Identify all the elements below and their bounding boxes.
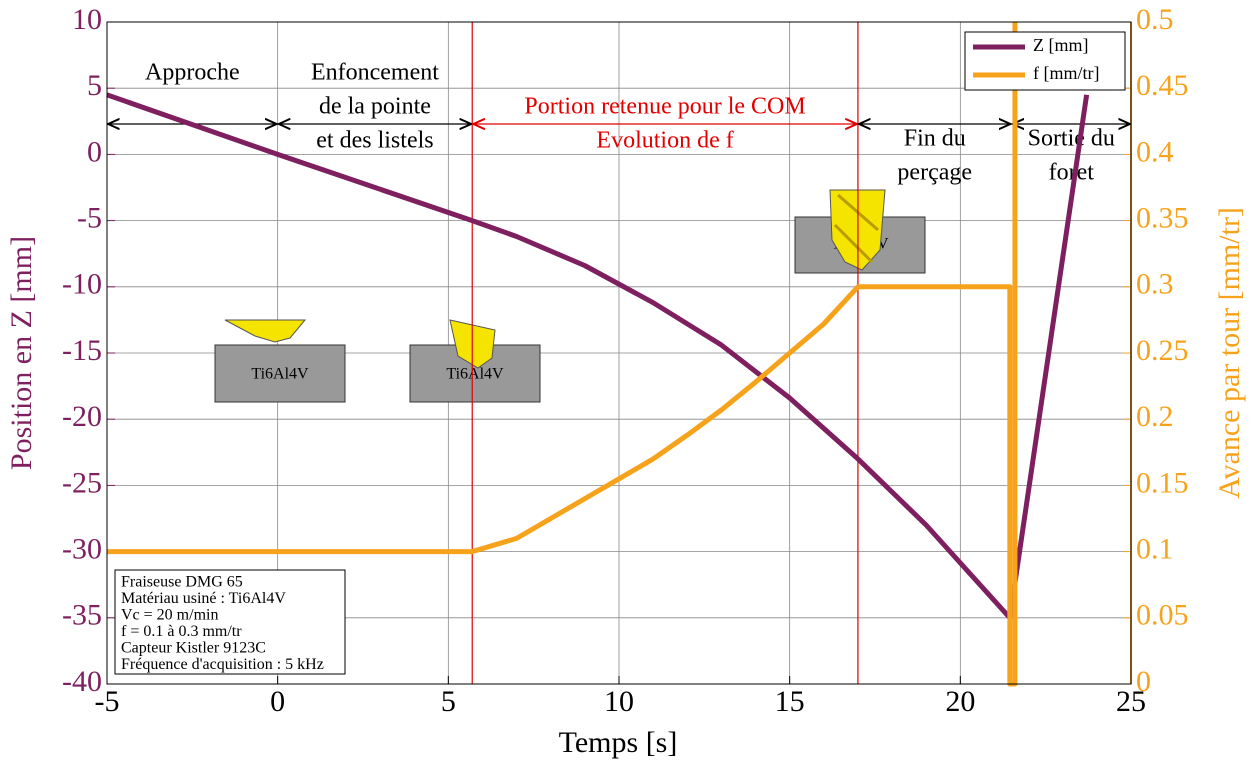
y2-tick-label: 0.2	[1136, 400, 1174, 433]
y-tick-label: -35	[62, 599, 102, 632]
workpieces: Ti6Al4V Ti6Al4V Ti6Al4V	[214, 189, 926, 403]
phase-label: Portion retenue pour le COM	[524, 94, 805, 120]
x-tick-label: 15	[775, 685, 805, 718]
y2-tick-label: 0.45	[1136, 69, 1189, 102]
y2-tick-label: 0.35	[1136, 201, 1189, 234]
x-axis-label: Temps [s]	[559, 726, 678, 759]
y2-tick-label: 0.05	[1136, 599, 1189, 632]
y-tick-label: -25	[62, 466, 102, 499]
y-tick-label: -15	[62, 334, 102, 367]
info-line: Vc = 20 m/min	[121, 607, 218, 624]
y2-axis-label: Avance par tour [mm/tr]	[1213, 207, 1246, 499]
y-tick-label: -30	[62, 532, 102, 565]
x-tick-label: -5	[95, 685, 120, 718]
phase-label: et des listels	[316, 128, 433, 154]
y-tick-label: 5	[87, 69, 102, 102]
y-tick-label: -5	[77, 201, 102, 234]
y-tick-label: -40	[62, 665, 102, 698]
legend-label: f [mm/tr]	[1033, 63, 1099, 83]
phase-label: perçage	[897, 160, 972, 186]
y2-tick-label: 0.15	[1136, 466, 1189, 499]
workpiece-label: Ti6Al4V	[446, 366, 504, 383]
y2-tick-label: 0.5	[1136, 3, 1174, 36]
y2-tick-label: 0.4	[1136, 135, 1174, 168]
legend-box	[964, 31, 1126, 91]
phase-label: Enfoncement	[311, 60, 439, 86]
phase-label: Approche	[145, 60, 240, 86]
phase-label: Sortie du	[1028, 126, 1115, 152]
x-tick-label: 20	[945, 685, 975, 718]
info-line: Fréquence d'acquisition : 5 kHz	[121, 656, 324, 673]
y2-tick-label: 0.1	[1136, 532, 1174, 565]
phase-label: de la pointe	[319, 94, 431, 120]
x-tick-label: 0	[270, 685, 285, 718]
y-tick-label: -20	[62, 400, 102, 433]
y-tick-label: -10	[62, 268, 102, 301]
info-line: Capteur Kistler 9123C	[121, 640, 266, 657]
info-box-frame	[114, 569, 346, 675]
x-tick-label: 5	[441, 685, 456, 718]
y2-tick-label: 0.25	[1136, 334, 1189, 367]
legend-label: Z [mm]	[1033, 35, 1089, 55]
info-line: f = 0.1 à 0.3 mm/tr	[121, 623, 242, 640]
workpiece-label: Ti6Al4V	[251, 366, 309, 383]
series-line	[107, 22, 1018, 687]
y-tick-label: 0	[87, 135, 102, 168]
series-line	[106, 92, 1090, 621]
info-line: Fraiseuse DMG 65	[121, 574, 243, 591]
phase-label: Evolution de f	[596, 128, 733, 154]
info-line: Matériau usiné : Ti6Al4V	[121, 590, 286, 607]
y2-tick-label: 0.3	[1136, 268, 1174, 301]
phase-label: Fin du	[904, 126, 966, 152]
y2-tick-label: 0	[1136, 665, 1151, 698]
y-tick-label: 10	[72, 3, 102, 36]
plot-frame	[106, 21, 1132, 685]
legend: Z [mm] f [mm/tr]	[964, 31, 1126, 91]
x-tick-label: 25	[1116, 685, 1146, 718]
x-tick-label: 10	[604, 685, 634, 718]
y-axis-label: Position en Z [mm]	[5, 236, 38, 470]
